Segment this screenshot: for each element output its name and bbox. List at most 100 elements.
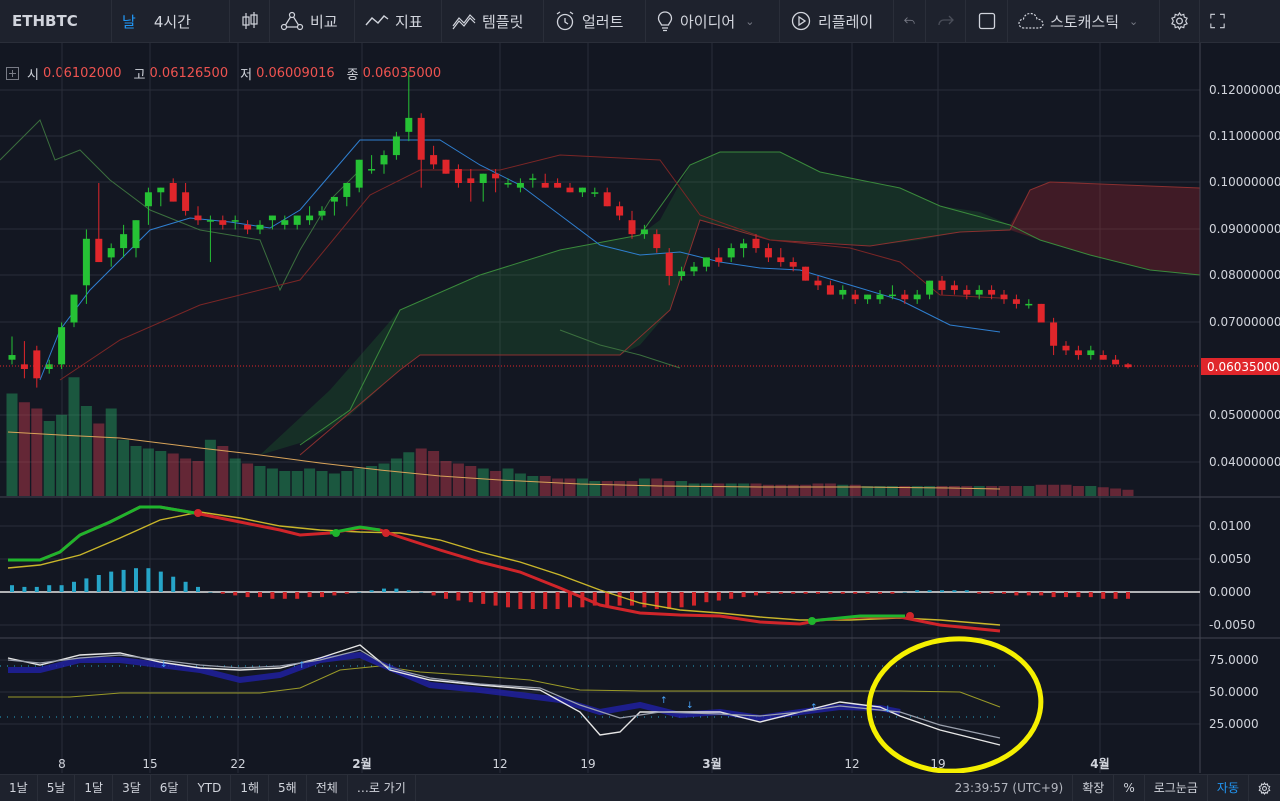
clock-label[interactable]: 23:39:57 (UTC+9): [954, 781, 1064, 795]
collapse-legend-icon[interactable]: [6, 67, 19, 80]
volume-bar: [961, 486, 973, 496]
chevron-down-icon: ⌄: [1129, 14, 1139, 28]
fullscreen-button[interactable]: [1200, 0, 1235, 42]
templates-button[interactable]: 템플릿: [442, 0, 544, 42]
candle-body: [107, 248, 115, 258]
macd-histogram-bar: [431, 592, 436, 596]
chart-type-button[interactable]: [230, 0, 270, 42]
macd-histogram-bar: [654, 592, 659, 609]
volume-bar: [118, 439, 130, 496]
macd-histogram-bar: [10, 585, 14, 592]
macd-histogram-bar: [419, 592, 424, 593]
macd-histogram-bar: [853, 592, 858, 594]
macd-histogram-bar: [592, 592, 597, 606]
volume-bar: [899, 486, 911, 496]
fullscreen-chart-button[interactable]: [966, 0, 1008, 42]
candle-body: [752, 238, 760, 249]
range-ytd[interactable]: YTD: [188, 775, 232, 801]
volume-bar: [279, 471, 291, 496]
candle-body: [839, 289, 847, 295]
alert-button[interactable]: 얼러트: [544, 0, 646, 42]
range-6m[interactable]: 6달: [151, 775, 189, 801]
volume-bar: [1072, 486, 1084, 496]
volume-bar: [1122, 489, 1134, 496]
replay-button[interactable]: 리플레이: [780, 0, 894, 42]
candle-body: [442, 159, 450, 174]
macd-histogram-bar: [791, 592, 796, 594]
candlestick-icon: [241, 12, 258, 29]
extend-toggle[interactable]: 확장: [1072, 775, 1113, 801]
interval-button[interactable]: 날 4시간: [112, 0, 230, 42]
candle-body: [45, 364, 53, 369]
time-axis-label: 19: [580, 757, 595, 771]
volume-bars: [6, 377, 1134, 496]
macd-histogram-bar: [1088, 592, 1093, 598]
volume-bar: [1023, 486, 1035, 496]
candle-body: [33, 350, 41, 379]
range-all[interactable]: 전체: [307, 775, 348, 801]
macd-cross-dot: [906, 612, 914, 620]
chevron-down-icon: ⌄: [745, 14, 755, 28]
time-axis-label: 8: [58, 757, 66, 771]
volume-bar: [812, 483, 824, 496]
candle-body: [120, 234, 128, 249]
ideas-button[interactable]: 아이디어 ⌄: [646, 0, 780, 42]
settings-small-button[interactable]: [1248, 775, 1280, 801]
layout-select-button[interactable]: 스토캐스틱 ⌄: [1008, 0, 1160, 42]
redo-button[interactable]: [926, 0, 966, 42]
range-5y[interactable]: 5해: [269, 775, 307, 801]
volume-bar: [390, 458, 402, 496]
undo-button[interactable]: [894, 0, 926, 42]
candle-body: [454, 169, 462, 183]
range-1y[interactable]: 1해: [231, 775, 270, 801]
price-chart[interactable]: ↓ ↑ ↓ ↑ ↓ ↑ ↓ 0.12000000 0.11000000 0.1000…: [0, 43, 1280, 773]
time-axis: 8 15 22 2월 12 19 3월 12 19 4월: [58, 756, 1110, 771]
go-to-date-button[interactable]: …로 가기: [348, 775, 416, 801]
candle-body: [182, 192, 190, 211]
range-3m[interactable]: 3달: [113, 775, 151, 801]
stoch-arrow-marker: ↓: [686, 701, 694, 711]
macd-histogram-bar: [357, 592, 362, 593]
range-1d[interactable]: 1날: [0, 775, 38, 801]
range-1m[interactable]: 1달: [75, 775, 114, 801]
indicators-button[interactable]: 지표: [355, 0, 442, 42]
settings-button[interactable]: [1160, 0, 1200, 42]
macd-histogram-bar: [295, 592, 300, 599]
range-5d[interactable]: 5날: [38, 775, 76, 801]
macd-histogram-bar: [220, 592, 225, 594]
volume-bar: [738, 483, 750, 496]
volume-bar: [217, 446, 229, 496]
compare-button[interactable]: 비교: [270, 0, 355, 42]
macd-histogram-bar: [964, 590, 969, 592]
undo-icon: [904, 17, 915, 24]
candle-body: [864, 294, 872, 300]
symbol-label: ETHBTC: [12, 12, 78, 30]
volume-bar: [1110, 488, 1122, 496]
candle-body: [603, 192, 611, 207]
macd-histogram-bar: [977, 592, 982, 594]
candle-body: [591, 192, 599, 194]
expand-icon: [1210, 13, 1225, 29]
volume-bar: [378, 463, 390, 496]
price-axis-label: 0.11000000: [1209, 129, 1280, 143]
symbol-search-button[interactable]: ETHBTC: [0, 0, 112, 42]
current-price-label: 0.06035000: [1207, 360, 1280, 374]
macd-axis-label: 0.0050: [1209, 552, 1251, 566]
volume-bar: [775, 484, 787, 496]
log-scale-toggle[interactable]: 로그눈금: [1143, 775, 1207, 801]
volume-bar: [6, 393, 18, 496]
candle-body: [529, 178, 537, 180]
volume-bar: [68, 377, 80, 496]
percent-toggle[interactable]: %: [1113, 775, 1143, 801]
candle-body: [554, 183, 562, 188]
macd-histogram-bar: [1051, 592, 1056, 598]
time-axis-label: 3월: [702, 756, 721, 771]
volume-bar: [837, 484, 849, 496]
stoch-k-line: [7, 644, 1001, 746]
candle-body: [802, 266, 810, 281]
volume-bar: [254, 466, 266, 496]
macd-signal-line: [7, 511, 1001, 626]
auto-scale-toggle[interactable]: 자동: [1206, 775, 1248, 801]
stoch-d-line: [7, 649, 1001, 739]
macd-histogram-bar: [146, 568, 151, 592]
